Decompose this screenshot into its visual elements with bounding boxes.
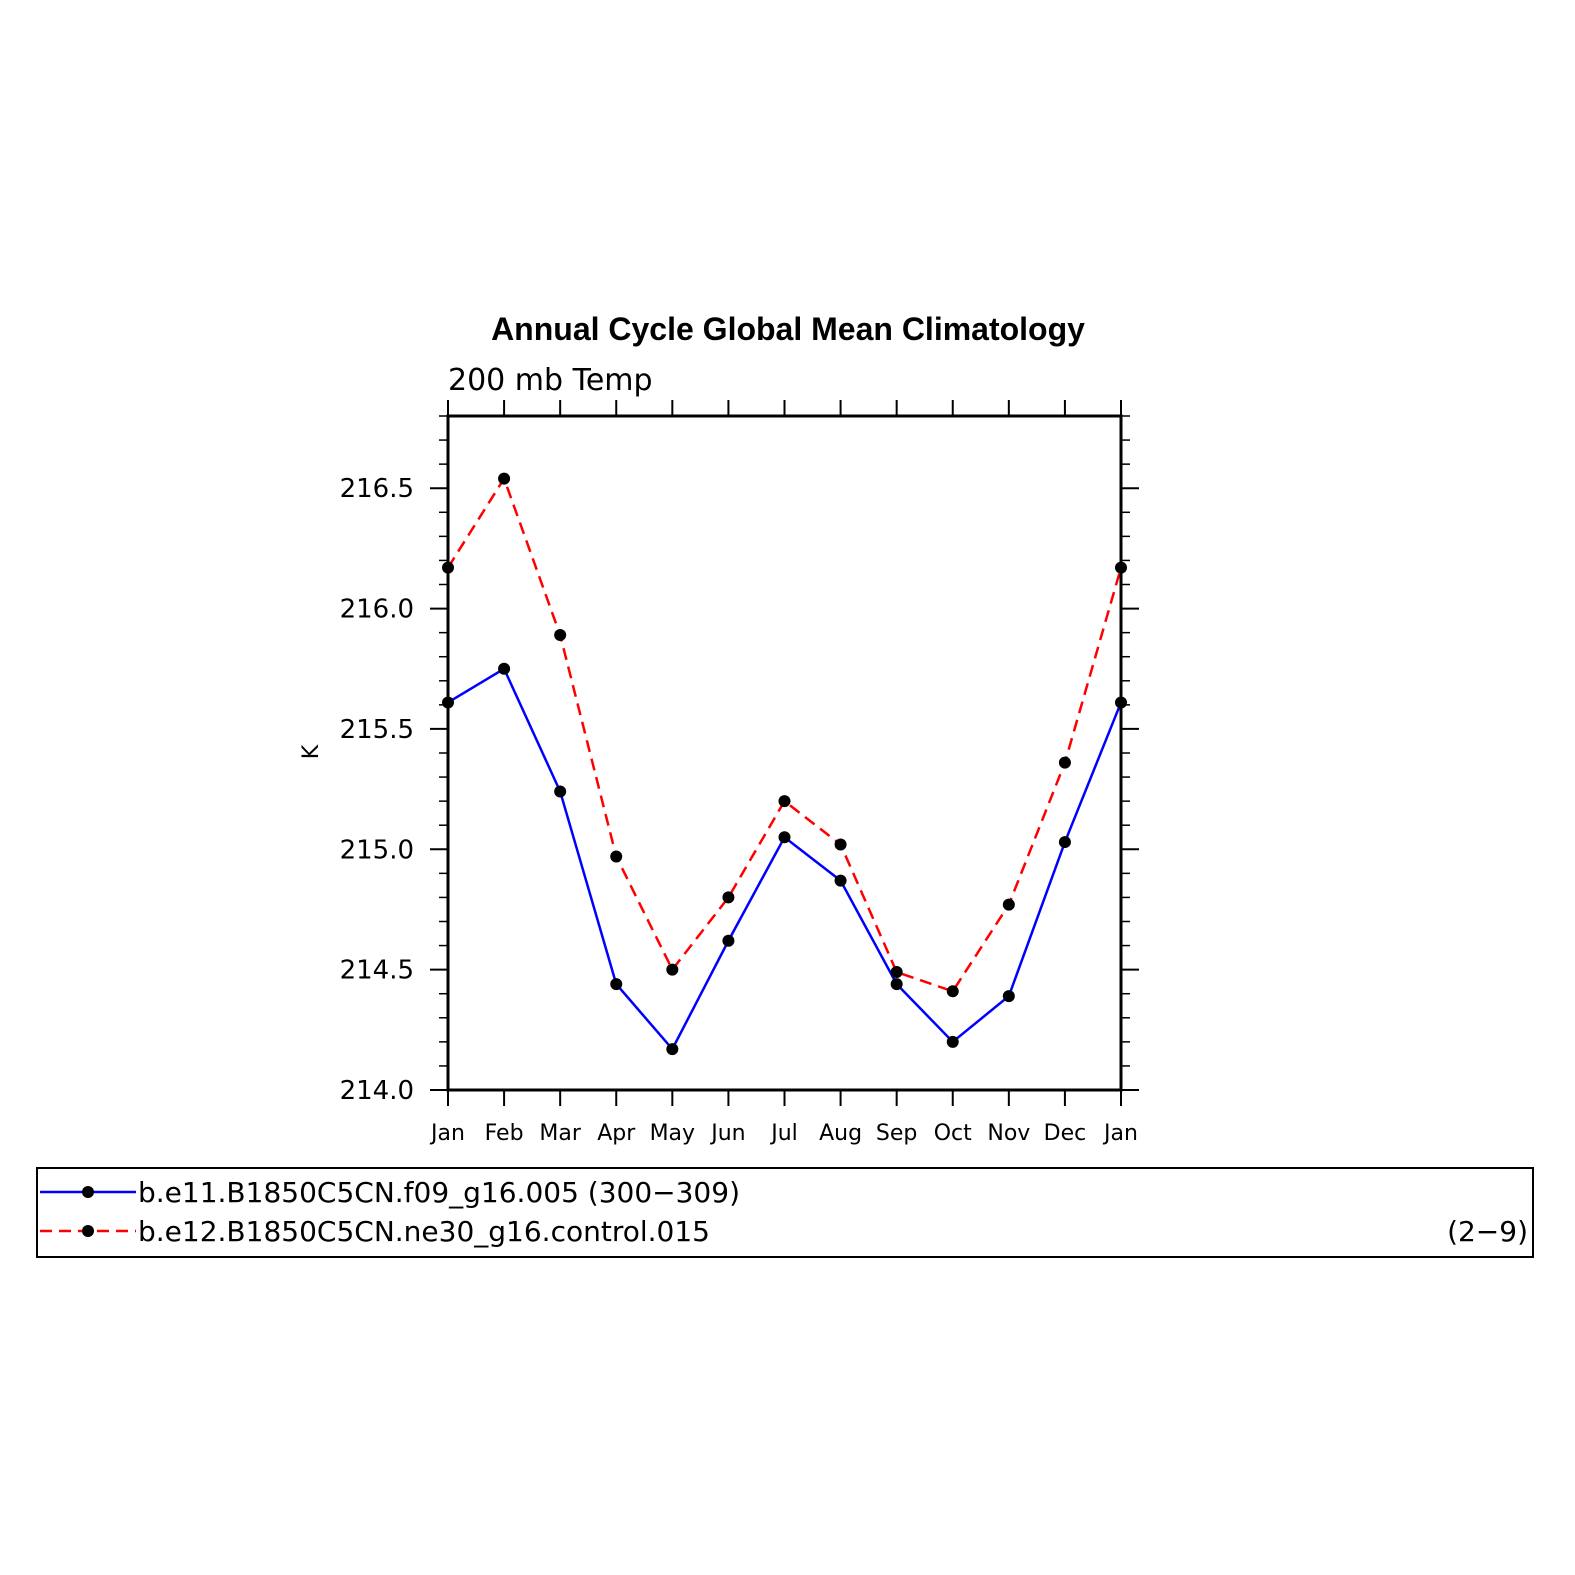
series-1-point (946, 1035, 959, 1048)
legend: b.e11.B1850C5CN.f09_g16.005 (300−309) b.… (36, 1167, 1534, 1258)
x-tick-label: Apr (597, 1121, 636, 1146)
chart-subtitle: 200 mb Temp (448, 363, 653, 398)
x-tick-label: Dec (1044, 1121, 1087, 1146)
legend-swatch-marker-1 (82, 1186, 94, 1198)
legend-box (36, 1167, 1534, 1258)
series-2-point (834, 838, 847, 851)
series-2-point (1002, 898, 1015, 911)
y-tick-label: 216.0 (340, 595, 414, 625)
y-tick-label: 214.5 (340, 956, 414, 986)
legend-swatches (40, 1186, 136, 1237)
series-2-point (946, 985, 959, 998)
x-tick-label: Jan (1102, 1121, 1138, 1146)
x-tick-label: Jun (709, 1121, 745, 1146)
x-tick-label: Oct (934, 1121, 972, 1146)
series-2-point (554, 629, 567, 642)
series-1-point (666, 1043, 679, 1056)
series-1-point (498, 662, 511, 675)
series-1-point (778, 831, 791, 844)
series-2-point (778, 795, 791, 808)
x-tick-label: Sep (876, 1121, 917, 1146)
series-2-point (498, 472, 511, 485)
axes: Jan Feb Mar Apr May Jun Jul Aug Sep Oct Nov Dec Jan 2… (340, 400, 1139, 1146)
series-1-point (834, 874, 847, 887)
legend-label-series-2-suffix: (2−9) (1447, 1215, 1528, 1248)
y-tick-label: 215.5 (340, 715, 414, 745)
y-tick-label: 215.0 (340, 835, 414, 865)
series-2-point (722, 891, 735, 904)
series-lines (446, 475, 1123, 1052)
x-tick-label: Jan (429, 1121, 465, 1146)
chart-title: Annual Cycle Global Mean Climatology (491, 311, 1085, 347)
y-tick-label: 214.0 (340, 1076, 414, 1106)
x-tick-label: Aug (819, 1121, 862, 1146)
y-axis-label: K (299, 744, 324, 759)
series-2-point (610, 850, 623, 863)
legend-swatch-marker-2 (82, 1225, 94, 1237)
x-tick-label: Mar (539, 1121, 581, 1146)
series-1-point (890, 978, 903, 991)
legend-label-series-2: b.e12.B1850C5CN.ne30_g16.control.015 (138, 1215, 710, 1248)
series-1-line (447, 666, 1123, 1052)
series-1-point (1002, 990, 1015, 1003)
x-tick-label: Jul (769, 1121, 798, 1146)
x-tick-label: May (650, 1121, 695, 1146)
series-2-point (890, 966, 903, 979)
x-tick-label: Nov (987, 1121, 1030, 1146)
series-2-point (1058, 756, 1071, 769)
series-1-point (610, 978, 623, 991)
series-1-point (1058, 836, 1071, 849)
series-markers (442, 472, 1127, 1056)
y-tick-label: 216.5 (340, 474, 414, 504)
series-2-point (666, 963, 679, 976)
plot-frame (446, 414, 1123, 1092)
series-2-line (446, 475, 1123, 993)
series-1-point (554, 785, 567, 798)
x-tick-label: Feb (485, 1121, 524, 1146)
series-1-point (722, 934, 735, 947)
legend-label-series-1: b.e11.B1850C5CN.f09_g16.005 (300−309) (138, 1176, 740, 1209)
